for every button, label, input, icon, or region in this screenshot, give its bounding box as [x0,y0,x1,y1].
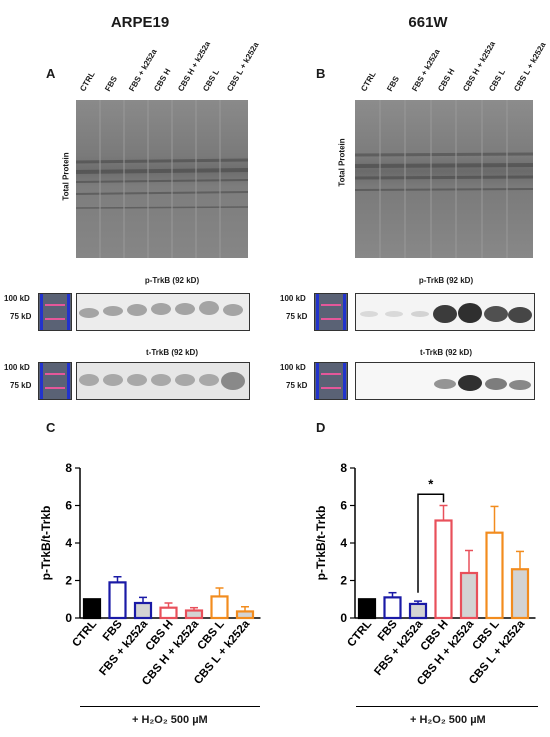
lane-label: CTRL [359,70,378,93]
mw-100-label: 100 kD [280,294,306,303]
total-protein-gel-a [76,100,248,258]
arpe19-title: ARPE19 [110,14,170,31]
mw-75-label: 75 kD [286,312,308,321]
bar [383,596,402,620]
p-trkb-title-b: p-TrkB (92 kD) [418,276,474,285]
lane-label: CBS H [435,66,456,93]
panel-letter-b: B [316,66,326,81]
category-label: FBS [101,618,125,644]
bar [459,571,479,620]
mw-100-label: 100 kD [4,363,30,372]
mw-75-label: 75 kD [10,381,32,390]
p-trkb-strip-a [76,293,250,331]
y-tick-label: 4 [340,536,347,550]
t-trkb-strip-a [76,362,250,400]
y-tick-label: 2 [340,574,347,588]
mw-100-label: 100 kD [4,294,30,303]
panel-letter-a: A [46,66,56,81]
treatment-bracket-c [80,706,260,707]
y-tick-label: 6 [65,499,72,513]
y-tick-label: 0 [340,611,347,625]
y-tick-label: 0 [65,611,72,625]
bar [485,531,504,620]
bar [434,519,453,620]
mw-100-label: 100 kD [280,363,306,372]
bar [210,595,229,620]
lane-label: CBS L [200,67,221,93]
lane-label: CBS L + k252a [225,40,261,93]
bar [133,601,153,620]
lane-label: CTRL [78,70,97,93]
category-label: CTRL [345,618,374,649]
lane-label: FBS [384,74,401,93]
bar [357,598,377,620]
bar [408,602,428,620]
total-protein-label-a: Total Protein [61,152,71,201]
y-axis-label: p-TrkB/t-Trkb [39,506,53,581]
bar [108,581,127,620]
panel-letter-d: D [316,420,326,435]
treatment-label-c: + H₂O₂ 500 µM [132,714,208,726]
panel-letter-c: C [46,420,56,435]
treatment-label-d: + H₂O₂ 500 µM [410,714,486,726]
t-trkb-title-b: t-TrkB (92 kD) [419,348,472,357]
y-tick-label: 8 [65,461,72,475]
bar [510,568,530,620]
ladder-b-t [314,362,348,400]
661w-title: 661W [408,14,448,31]
y-tick-label: 8 [340,461,347,475]
significance-label: * [428,476,434,491]
t-trkb-strip-b [355,362,535,400]
bar [235,610,255,620]
p-trkb-strip-b [355,293,535,331]
t-trkb-title-a: t-TrkB (92 kD) [145,348,198,357]
lane-label: CBS L [486,67,507,93]
y-axis-label: p-TrkB/t-Trkb [314,506,328,581]
lane-label: CBS L + k252a [512,40,548,93]
mw-75-label: 75 kD [286,381,308,390]
treatment-bracket-d [356,706,538,707]
ladder-a-p [38,293,72,331]
significance-bracket [417,493,445,593]
total-protein-gel-b [355,100,533,258]
category-label: FBS [376,618,400,644]
y-tick-label: 2 [65,574,72,588]
mw-75-label: 75 kD [10,312,32,321]
bar [82,598,102,620]
ladder-a-t [38,362,72,400]
bar [159,606,178,620]
lane-label: FBS [102,74,119,93]
y-tick-label: 4 [65,536,72,550]
total-protein-label-b: Total Protein [337,138,347,187]
lane-label: CBS H [151,66,172,93]
bar [184,609,204,620]
category-label: CTRL [70,618,99,649]
ladder-b-p [314,293,348,331]
y-tick-label: 6 [340,499,347,513]
p-trkb-title-a: p-TrkB (92 kD) [144,276,200,285]
